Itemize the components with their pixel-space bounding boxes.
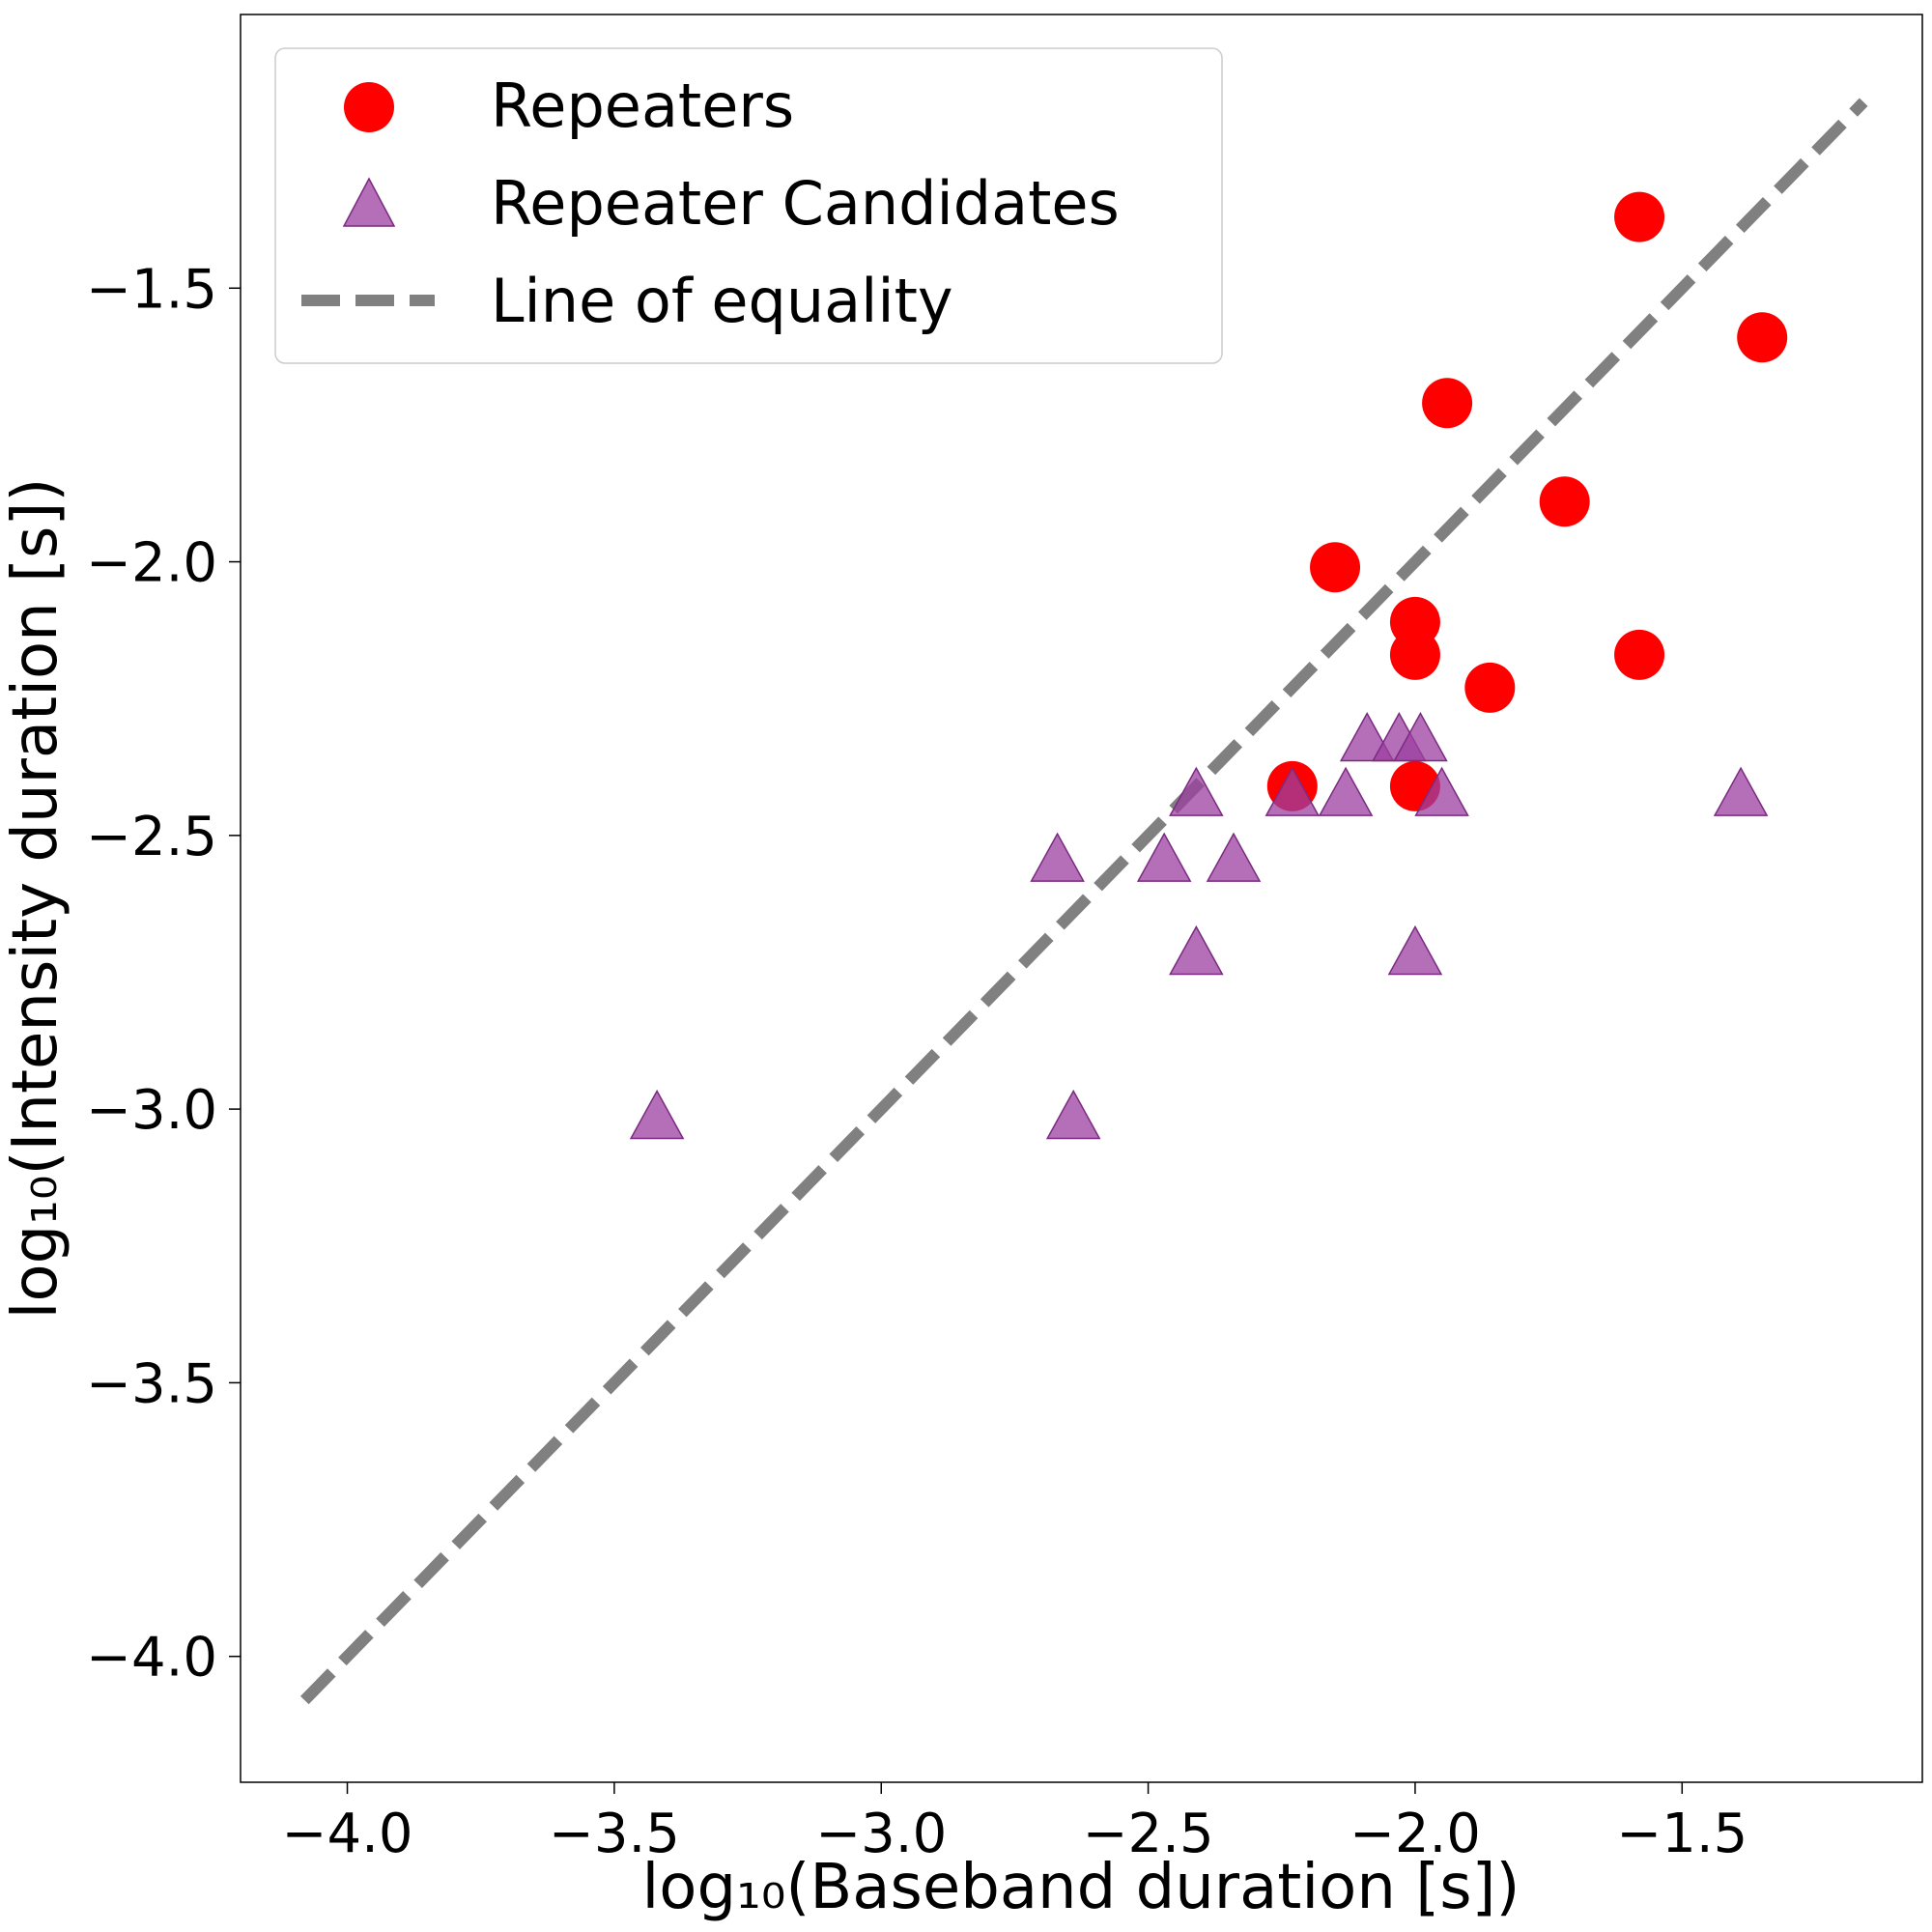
repeater-candidate-point xyxy=(1414,766,1469,816)
legend-label-line-of-equality: Line of equality xyxy=(491,266,953,336)
legend: Repeaters Repeater Candidates Line of eq… xyxy=(274,47,1223,364)
repeater-point xyxy=(1422,378,1473,429)
repeater-point xyxy=(1310,542,1361,593)
equality-line-layer xyxy=(300,98,1868,1705)
y-axis: −4.0 −3.5 −3.0 −2.5 −2.0 −1.5 xyxy=(86,258,241,1690)
y-tick-label: −3.0 xyxy=(86,1079,217,1142)
repeater-point xyxy=(1614,629,1665,680)
x-tick-label: −3.5 xyxy=(549,1803,680,1865)
y-tick-label: −2.0 xyxy=(86,532,217,595)
repeater-candidate-point xyxy=(1387,924,1443,976)
markers-layer xyxy=(629,191,1788,1140)
repeater-candidate-point xyxy=(1393,711,1448,762)
repeater-candidate-point xyxy=(1206,832,1262,882)
x-tick-label: −4.0 xyxy=(282,1803,413,1865)
line-of-equality xyxy=(300,98,1868,1705)
repeater-candidate-point xyxy=(1169,766,1224,816)
repeater-point xyxy=(1614,191,1665,242)
x-tick-label: −2.5 xyxy=(1083,1803,1214,1865)
y-tick-label: −4.0 xyxy=(86,1627,217,1690)
y-tick-label: −3.5 xyxy=(86,1352,217,1415)
x-tick-label: −2.0 xyxy=(1350,1803,1481,1865)
repeater-point xyxy=(1464,662,1516,713)
repeater-point xyxy=(1539,476,1590,527)
x-axis-label: log₁₀(Baseband duration [s]) xyxy=(642,1852,1520,1923)
repeater-candidate-point xyxy=(1030,832,1085,882)
x-axis: −4.0 −3.5 −3.0 −2.5 −2.0 −1.5 xyxy=(282,1782,1747,1865)
plot-frame xyxy=(240,14,1923,1783)
y-axis-label: log₁₀(Intensity duration [s]) xyxy=(0,478,71,1320)
y-tick-label: −1.5 xyxy=(86,258,217,321)
x-tick-label: −3.0 xyxy=(815,1803,947,1865)
x-tick-label: −1.5 xyxy=(1616,1803,1747,1865)
y-tick-label: −2.5 xyxy=(86,806,217,868)
legend-marker-repeaters xyxy=(344,82,394,132)
repeater-candidate-point xyxy=(1136,832,1192,882)
legend-box xyxy=(274,47,1223,364)
repeater-point xyxy=(1737,312,1788,363)
repeater-candidate-point xyxy=(1713,766,1769,816)
legend-label-repeater-candidates: Repeater Candidates xyxy=(491,168,1120,239)
legend-label-repeaters: Repeaters xyxy=(491,71,794,141)
legend-marker-repeater-candidates xyxy=(342,177,396,227)
repeater-point xyxy=(1389,629,1440,680)
repeater-candidate-point xyxy=(1318,766,1374,816)
repeater-candidate-point xyxy=(1169,924,1224,976)
repeater-candidate-point xyxy=(1045,1089,1101,1140)
repeater-candidate-point xyxy=(1264,766,1321,816)
repeater-candidate-point xyxy=(629,1089,685,1140)
